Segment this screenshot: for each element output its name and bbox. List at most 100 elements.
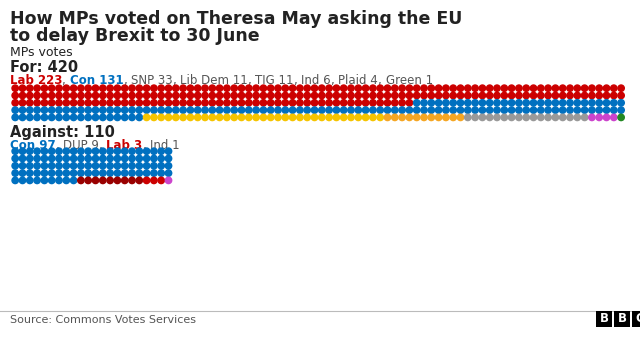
Text: Con 131: Con 131 — [70, 74, 124, 87]
Circle shape — [559, 92, 566, 99]
Circle shape — [195, 85, 201, 92]
Circle shape — [516, 85, 522, 92]
Circle shape — [136, 155, 143, 162]
Circle shape — [421, 107, 428, 113]
Circle shape — [27, 170, 33, 176]
Circle shape — [326, 92, 332, 99]
Circle shape — [275, 114, 281, 121]
Circle shape — [129, 107, 135, 113]
Circle shape — [158, 100, 164, 106]
Circle shape — [392, 107, 398, 113]
Circle shape — [333, 85, 340, 92]
Circle shape — [224, 100, 230, 106]
Circle shape — [41, 177, 47, 184]
Circle shape — [399, 114, 405, 121]
Circle shape — [384, 114, 390, 121]
Circle shape — [413, 92, 420, 99]
Circle shape — [180, 114, 186, 121]
Circle shape — [122, 114, 128, 121]
Circle shape — [501, 92, 508, 99]
Text: B: B — [618, 313, 627, 325]
Circle shape — [49, 148, 55, 154]
Circle shape — [567, 92, 573, 99]
Circle shape — [596, 107, 602, 113]
Circle shape — [27, 85, 33, 92]
Circle shape — [56, 85, 62, 92]
Circle shape — [238, 85, 244, 92]
Text: ,: , — [99, 139, 106, 152]
Circle shape — [41, 92, 47, 99]
Circle shape — [27, 177, 33, 184]
Circle shape — [107, 163, 113, 169]
Circle shape — [70, 163, 77, 169]
Text: ,: , — [143, 139, 150, 152]
Circle shape — [428, 100, 435, 106]
Circle shape — [443, 85, 449, 92]
Circle shape — [472, 85, 478, 92]
Circle shape — [428, 107, 435, 113]
Circle shape — [12, 170, 19, 176]
Circle shape — [136, 100, 143, 106]
Circle shape — [450, 114, 456, 121]
Circle shape — [224, 85, 230, 92]
Circle shape — [545, 114, 551, 121]
Circle shape — [370, 114, 376, 121]
Text: DUP 9: DUP 9 — [63, 139, 99, 152]
Circle shape — [443, 107, 449, 113]
Circle shape — [27, 148, 33, 154]
Circle shape — [268, 114, 274, 121]
Circle shape — [508, 107, 515, 113]
Circle shape — [538, 107, 544, 113]
Text: to delay Brexit to 30 June: to delay Brexit to 30 June — [10, 27, 260, 45]
Circle shape — [304, 85, 310, 92]
Circle shape — [129, 170, 135, 176]
Circle shape — [100, 155, 106, 162]
Circle shape — [187, 114, 193, 121]
Circle shape — [12, 163, 19, 169]
Circle shape — [589, 85, 595, 92]
Circle shape — [465, 107, 471, 113]
Circle shape — [122, 107, 128, 113]
Circle shape — [253, 85, 259, 92]
Circle shape — [384, 107, 390, 113]
Circle shape — [165, 177, 172, 184]
Circle shape — [173, 100, 179, 106]
Circle shape — [165, 148, 172, 154]
Circle shape — [458, 100, 464, 106]
Text: ,: , — [378, 74, 386, 87]
Circle shape — [406, 85, 413, 92]
Circle shape — [143, 92, 150, 99]
Circle shape — [545, 100, 551, 106]
Circle shape — [559, 114, 566, 121]
Circle shape — [19, 107, 26, 113]
Circle shape — [63, 107, 70, 113]
Circle shape — [508, 85, 515, 92]
Circle shape — [618, 100, 624, 106]
Circle shape — [136, 148, 143, 154]
Circle shape — [34, 114, 40, 121]
Circle shape — [552, 100, 559, 106]
Circle shape — [77, 148, 84, 154]
Circle shape — [158, 85, 164, 92]
Circle shape — [428, 114, 435, 121]
Circle shape — [253, 92, 259, 99]
Circle shape — [100, 148, 106, 154]
Circle shape — [122, 177, 128, 184]
Circle shape — [611, 100, 617, 106]
Circle shape — [150, 114, 157, 121]
Circle shape — [465, 114, 471, 121]
Circle shape — [12, 100, 19, 106]
Circle shape — [486, 85, 493, 92]
Circle shape — [224, 114, 230, 121]
Circle shape — [604, 92, 610, 99]
Circle shape — [362, 92, 369, 99]
Circle shape — [289, 92, 296, 99]
Circle shape — [253, 100, 259, 106]
Circle shape — [392, 92, 398, 99]
Circle shape — [348, 114, 354, 121]
Circle shape — [289, 85, 296, 92]
Circle shape — [158, 148, 164, 154]
Circle shape — [604, 114, 610, 121]
Circle shape — [458, 85, 464, 92]
Circle shape — [348, 100, 354, 106]
